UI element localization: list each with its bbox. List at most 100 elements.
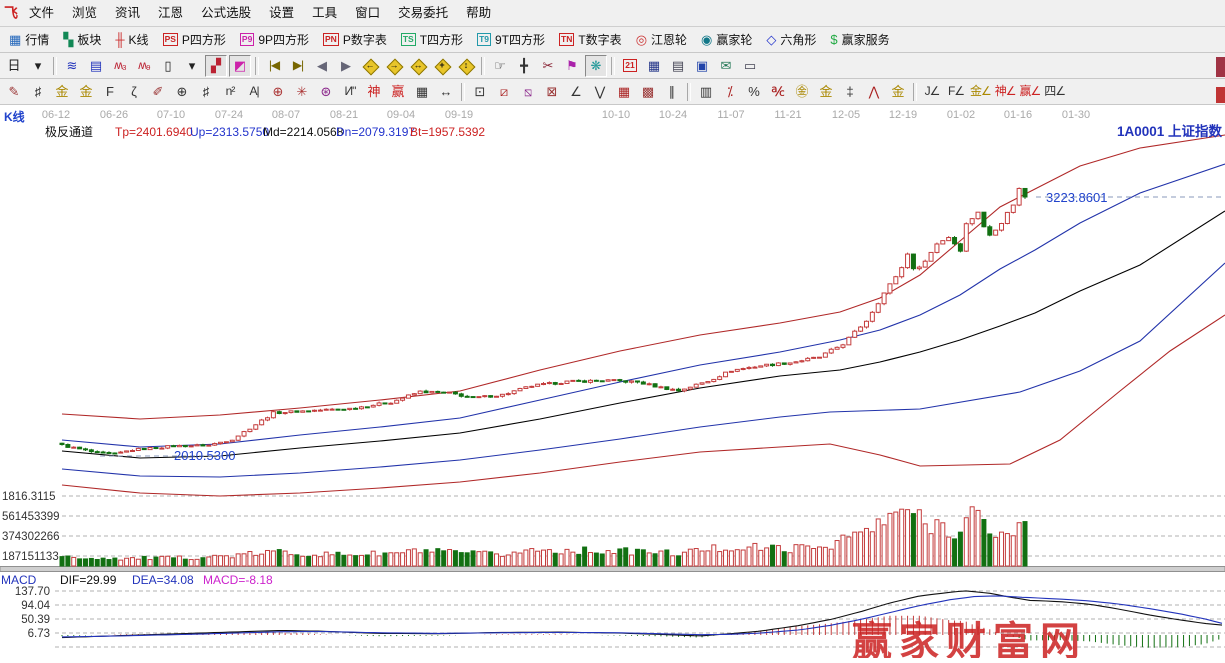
toolbar-t-square[interactable]: TS T四方形	[394, 29, 470, 51]
computer-button[interactable]: ▭	[743, 58, 757, 73]
toolbar-overflow-indicator-1[interactable]	[1216, 57, 1225, 77]
n2-tool[interactable]: n²	[225, 84, 236, 98]
wave-v-tool[interactable]: ⋁	[594, 84, 606, 99]
zoom-out-button[interactable]: ↕	[455, 55, 477, 77]
toolbar-t-table[interactable]: TN T数字表	[552, 29, 629, 51]
menu-item-3[interactable]: 江恩	[158, 6, 184, 20]
grid-arrow-tool[interactable]: ▩	[641, 84, 655, 99]
menu-item-7[interactable]: 窗口	[355, 6, 381, 20]
gold-ratio-tool[interactable]: 金	[55, 84, 69, 99]
wave9-button[interactable]: ʍ₉	[138, 58, 150, 72]
span-tool[interactable]: ↔	[439, 84, 453, 99]
menu-item-0[interactable]: 文件	[29, 6, 55, 20]
symbol-label[interactable]: 1A0001 上证指数	[1117, 123, 1223, 139]
gann-circle-tool[interactable]: ⊕	[272, 84, 284, 99]
volume-series[interactable]	[59, 506, 1028, 567]
pencil-tool[interactable]: ✎	[8, 84, 20, 99]
app-icon[interactable]: 飞	[4, 5, 18, 21]
percent-bars-tool[interactable]: ▥	[699, 84, 713, 99]
slash-percent-tool[interactable]: ⁒	[727, 84, 733, 99]
ying-tool[interactable]: 赢	[391, 84, 405, 99]
chart-area[interactable]: 06-12 06-26 07-10 07-24 08-07 08-21 09-04 09-19…	[0, 105, 1225, 663]
toolbar-9p-square[interactable]: P9 9P四方形	[233, 29, 316, 51]
gold-box-tool[interactable]: 金	[79, 84, 93, 99]
ying-angle-tool[interactable]: 赢∠	[1019, 84, 1042, 98]
smart-analysis-button[interactable]: ❋	[585, 54, 607, 77]
shen-tool[interactable]: 神	[367, 84, 381, 99]
indicator-chart-button[interactable]: ◩	[229, 54, 251, 77]
overlay-chart-button[interactable]: ≋	[66, 58, 78, 73]
hand-tool-button[interactable]: ☞	[494, 58, 506, 73]
menu-item-5[interactable]: 设置	[269, 6, 295, 20]
candlestick-series[interactable]	[59, 187, 1028, 455]
period-dropdown[interactable]: ▾	[34, 58, 42, 73]
mail-button[interactable]: ✉	[720, 58, 732, 73]
menu-item-6[interactable]: 工具	[312, 6, 338, 20]
toolbar-9t-square[interactable]: T9 9T四方形	[470, 29, 552, 51]
first-page-button[interactable]: |◀	[268, 58, 280, 72]
menu-item-8[interactable]: 交易委托	[398, 6, 449, 20]
calendar-button[interactable]: 21	[623, 59, 637, 72]
gold-angle-tool[interactable]: 金∠	[970, 84, 992, 98]
toolbar-overflow-indicator-2[interactable]	[1216, 87, 1225, 103]
toolbar-quotes[interactable]: ▦ 行情	[2, 29, 56, 51]
si-angle-tool[interactable]: 四∠	[1044, 84, 1066, 98]
scroll-right-button[interactable]: →	[383, 55, 405, 77]
menu-item-1[interactable]: 浏览	[72, 6, 98, 20]
j-angle-tool[interactable]: J∠	[924, 84, 941, 98]
box-tool[interactable]: ⊡	[474, 84, 486, 99]
star-circle-tool[interactable]: ✳	[296, 84, 308, 99]
support-tool[interactable]: ‡	[846, 84, 854, 99]
percent-tool[interactable]: %	[748, 84, 760, 99]
crosshair-button[interactable]: ╋	[520, 58, 528, 73]
wave3-button[interactable]: ʍ₃	[114, 58, 127, 72]
toolbar-p-table[interactable]: PN P数字表	[316, 29, 394, 51]
zoom-in-button[interactable]: +	[431, 55, 453, 77]
main-chart-button[interactable]: ▞	[205, 54, 227, 77]
cycle-tool[interactable]: ⊕	[176, 84, 188, 99]
shen-angle-tool[interactable]: 神∠	[994, 84, 1017, 98]
quote-tool[interactable]: И"	[344, 84, 357, 98]
red-grid-tool[interactable]: ▦	[617, 84, 631, 99]
fibonacci-tool[interactable]: F	[106, 84, 114, 99]
pane-label[interactable]: K线	[4, 109, 25, 124]
toolbar-sectors[interactable]: ▚ 板块	[56, 29, 108, 51]
save-button[interactable]: ▣	[695, 58, 709, 73]
box-fan-tool[interactable]: ⧅	[523, 84, 533, 99]
last-page-button[interactable]: ▶|	[292, 58, 304, 72]
toolbar-winner-wheel[interactable]: ◉ 赢家轮	[694, 29, 759, 51]
notes-button[interactable]: ▤	[671, 58, 685, 73]
percent-line-tool[interactable]: ℀	[771, 84, 785, 99]
hatch-tool[interactable]: ♯	[34, 84, 42, 99]
kline-chart[interactable]: 06-12 06-26 07-10 07-24 08-07 08-21 09-04 09-19…	[0, 105, 1225, 663]
toolbar-hexagon[interactable]: ◇ 六角形	[759, 29, 823, 51]
parallel-lines-tool[interactable]: ∥	[668, 84, 676, 99]
calculator-button[interactable]: ▦	[647, 58, 661, 73]
toolbar-gann-wheel[interactable]: ◎ 江恩轮	[629, 29, 694, 51]
gold-circle-tool[interactable]: ㊎	[795, 84, 809, 99]
f-angle-tool[interactable]: F∠	[947, 84, 965, 98]
menu-item-4[interactable]: 公式选股	[201, 6, 252, 20]
wave5-tool[interactable]: ζ	[131, 84, 137, 99]
toolbar-kline[interactable]: ╫ K线	[108, 29, 155, 51]
next-bar-button[interactable]: ▶	[341, 58, 351, 73]
ruler-tool[interactable]: ♯	[202, 84, 210, 99]
scroll-left-button[interactable]: ←	[359, 55, 381, 77]
indicator-name[interactable]: 极反通道	[45, 125, 93, 139]
measure-button[interactable]: ✂	[542, 58, 554, 73]
fan-lines-tool[interactable]: ⧄	[499, 84, 509, 99]
menu-item-9[interactable]: 帮助	[466, 6, 492, 20]
box-diagonal-tool[interactable]: ⊠	[546, 84, 558, 99]
prev-bar-button[interactable]: ◀	[317, 58, 327, 73]
toolbar-p-square[interactable]: PS P四方形	[156, 29, 233, 51]
gold-angle2-tool[interactable]: 金	[891, 84, 905, 99]
gold-line-tool[interactable]: 金	[819, 84, 833, 99]
gann-flag-button[interactable]: ⚑	[566, 58, 578, 73]
scroll-both-button[interactable]: ↔	[407, 55, 429, 77]
macd-pane-label[interactable]: MACD	[1, 573, 37, 587]
pressure-tool[interactable]: ⋀	[868, 84, 880, 99]
period-day-button[interactable]: 日	[7, 58, 21, 73]
info-list-button[interactable]: ▤	[89, 58, 103, 73]
text-tool[interactable]: A|	[249, 84, 259, 98]
ruler-123-tool[interactable]: ▦	[415, 84, 429, 99]
